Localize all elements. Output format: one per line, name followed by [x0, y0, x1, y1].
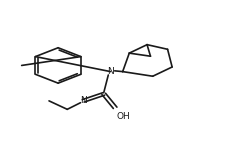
Text: N: N	[79, 96, 86, 105]
Text: OH: OH	[116, 112, 129, 121]
Text: N: N	[107, 67, 114, 76]
